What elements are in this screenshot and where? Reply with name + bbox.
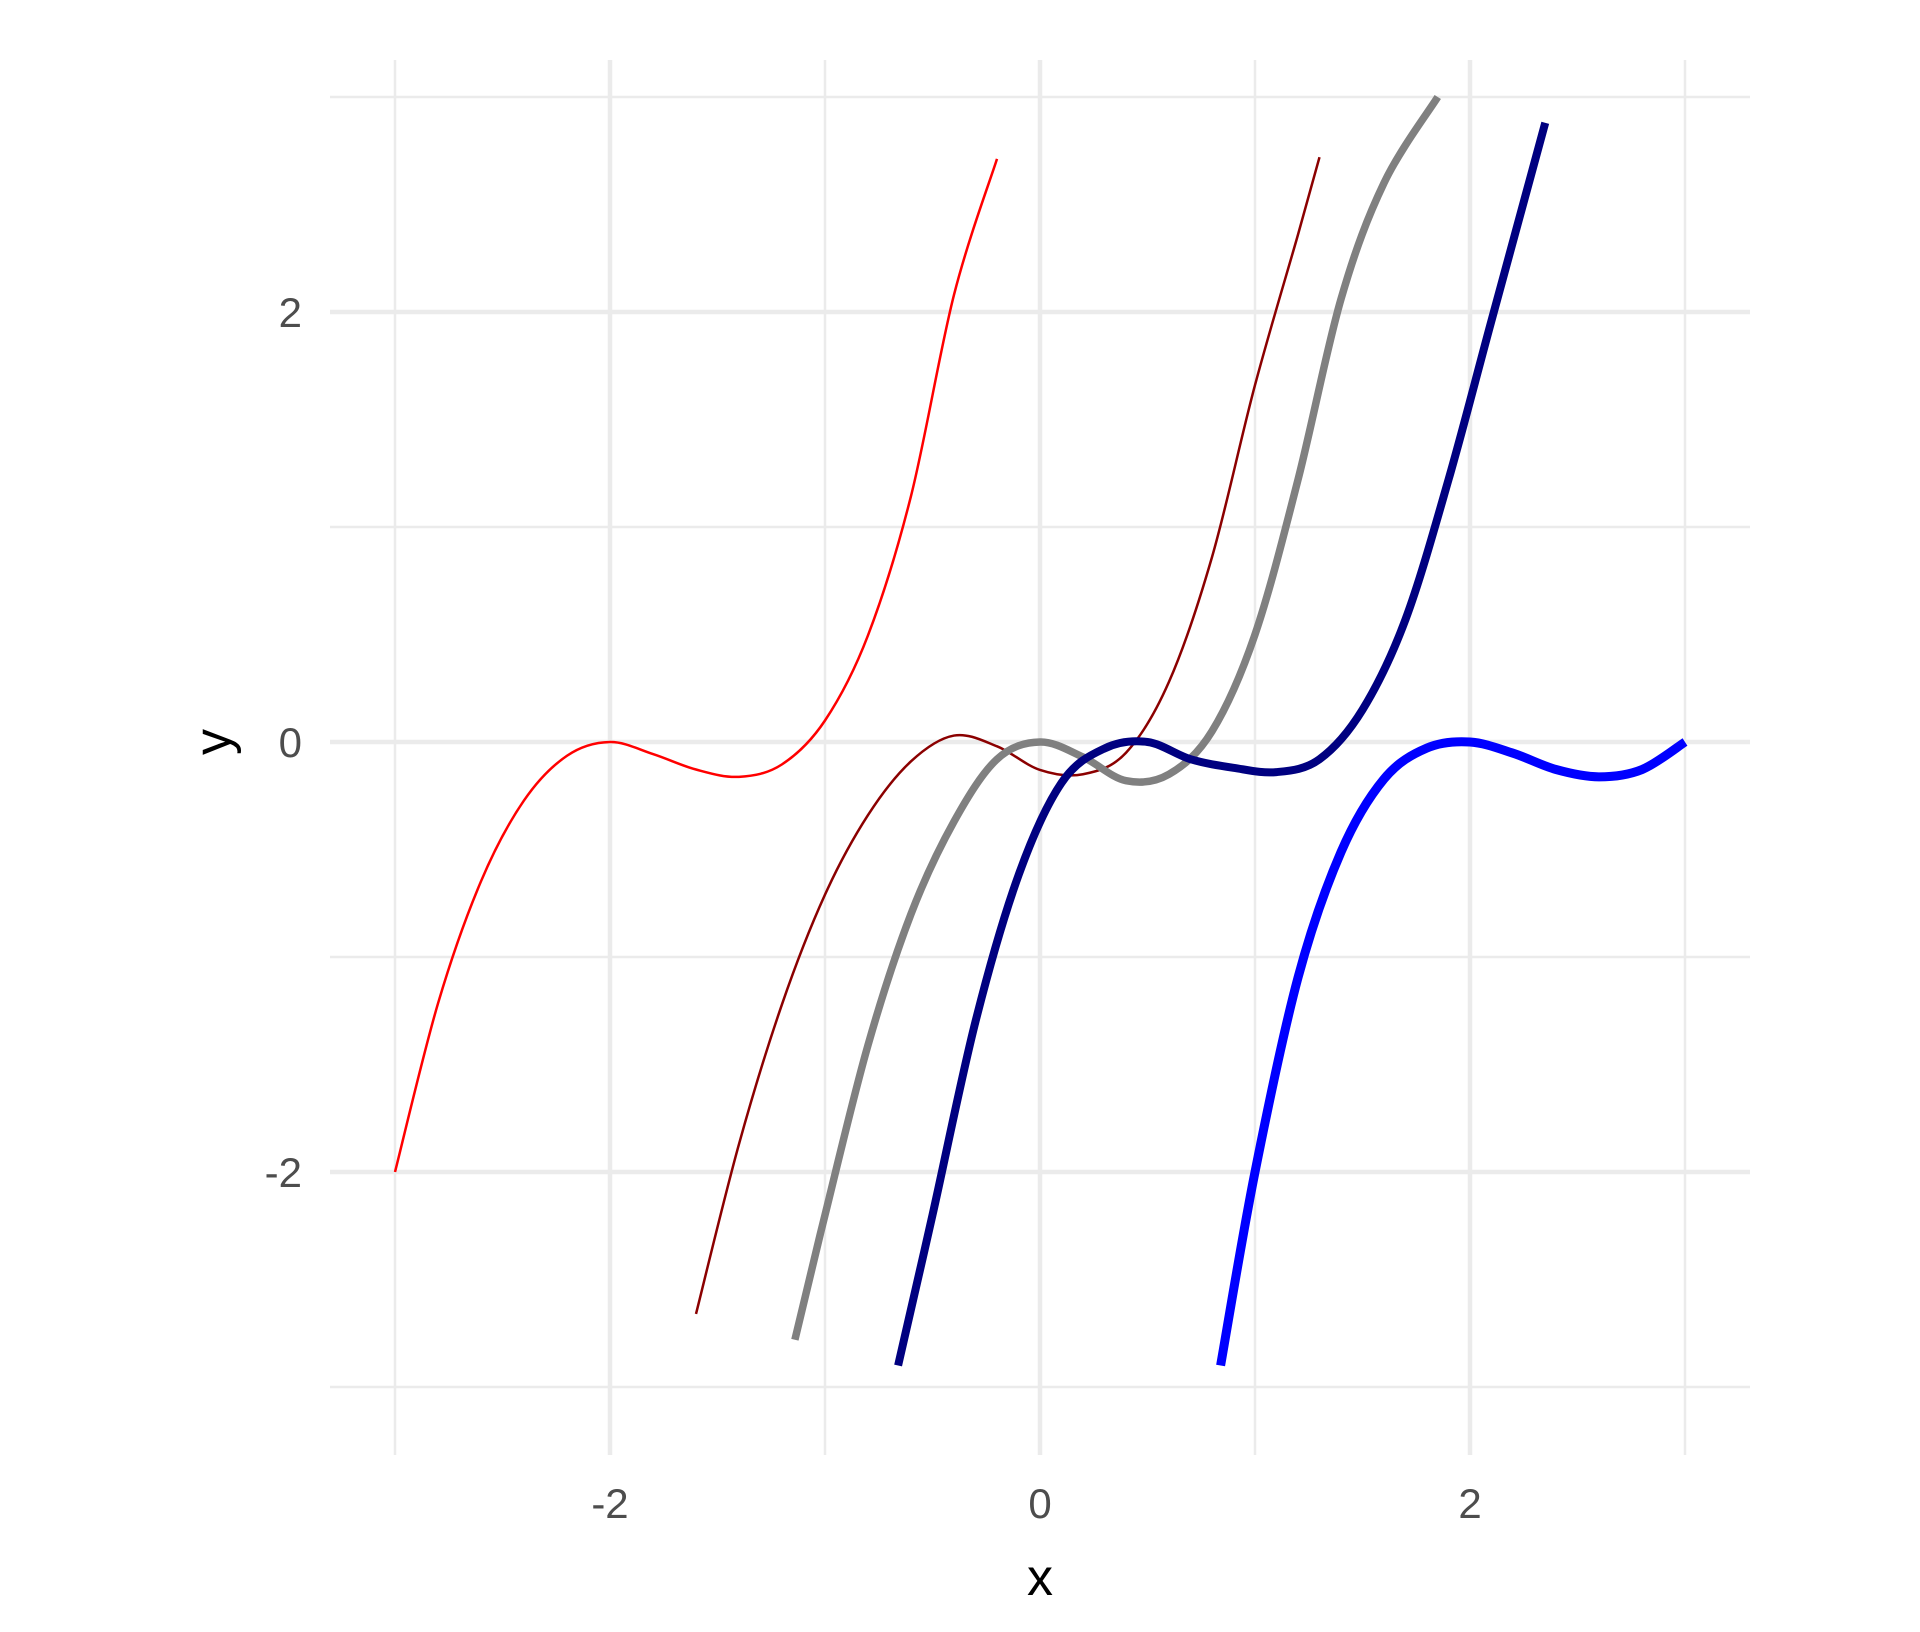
y-axis-title: y <box>184 729 242 755</box>
series-lines <box>393 94 1688 1367</box>
series-line-5 <box>1216 737 1688 1367</box>
x-axis-title: x <box>1027 1549 1053 1607</box>
x-tick-label: 2 <box>1458 1480 1481 1527</box>
y-tick-label: 0 <box>279 719 302 766</box>
series-line-1 <box>393 158 999 1173</box>
series-line-4 <box>894 121 1550 1367</box>
x-tick-label: -2 <box>591 1480 628 1527</box>
y-tick-label: 2 <box>279 289 302 336</box>
x-tick-label: 0 <box>1028 1480 1051 1527</box>
y-axis-tick-labels: -2 0 2 <box>265 289 302 1196</box>
series-line-2 <box>694 156 1321 1315</box>
series-line-3 <box>791 94 1441 1341</box>
grid-lines <box>330 60 1750 1455</box>
y-tick-label: -2 <box>265 1149 302 1196</box>
x-axis-tick-labels: -2 0 2 <box>591 1480 1481 1527</box>
